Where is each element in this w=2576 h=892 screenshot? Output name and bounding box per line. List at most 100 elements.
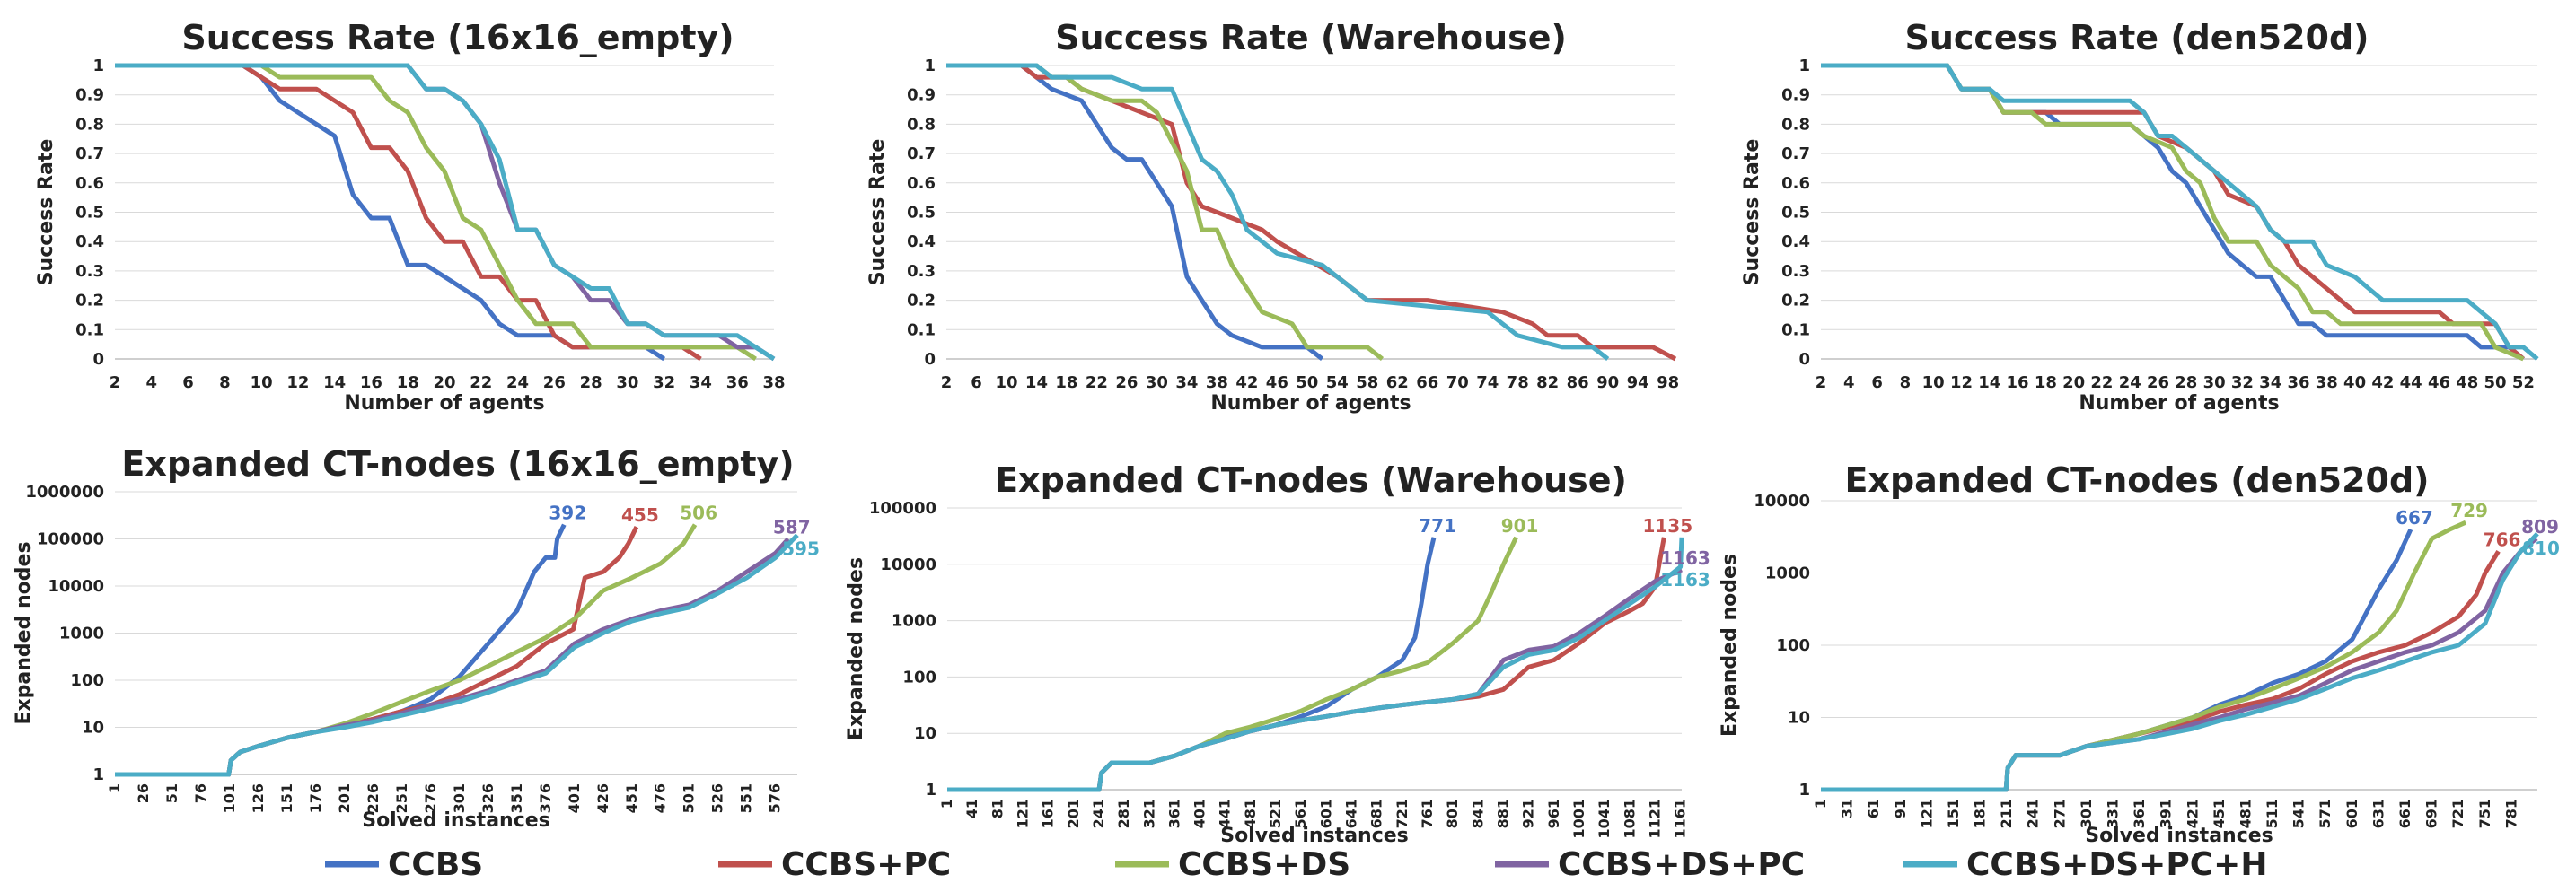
end-label: 587: [773, 517, 811, 538]
legend-label: CCBS+PC: [781, 846, 951, 883]
x-tick-label: 126: [250, 783, 267, 813]
legend-item: CCBS+DS: [1115, 846, 1350, 883]
y-tick-label: 0.4: [75, 232, 104, 251]
x-tick-label: 34: [1175, 373, 1198, 392]
legend-label: CCBS: [388, 846, 483, 883]
chart-2: Success Rate (Warehouse) 0 0.1 0.2 0.3 0.4 0.5…: [866, 18, 1679, 415]
x-tick-label: 751: [2476, 799, 2493, 828]
x-tick-label: 54: [1326, 373, 1349, 392]
chart-title: Expanded CT-nodes (16x16_empty): [121, 444, 794, 484]
legend: CCBS CCBS+PC CCBS+DS CCBS+DS+PC CCBS+DS+PC+H: [325, 846, 2267, 883]
x-tick-label: 476: [652, 783, 669, 813]
end-label: 455: [621, 504, 659, 526]
x-tick-label: 28: [2175, 373, 2197, 392]
x-tick-label: 961: [1545, 799, 1562, 828]
x-tick-label: 1081: [1621, 799, 1638, 839]
y-tick-label: 100000: [37, 530, 104, 549]
x-tick-label: 101: [221, 783, 238, 813]
y-tick-label: 0.6: [75, 174, 104, 193]
y-tick-label: 0.1: [1781, 320, 1810, 339]
x-tick-label: 42: [1235, 373, 1258, 392]
series-line-ccbs-ds-pc-h: [1821, 63, 2539, 361]
x-tick-label: 391: [2158, 799, 2175, 828]
y-tick-label: 0: [924, 350, 936, 369]
y-tick-label: 1000: [59, 625, 104, 643]
x-tick-label: 1161: [1672, 799, 1689, 839]
x-tick-label: 1001: [1570, 799, 1587, 839]
x-tick-label: 62: [1386, 373, 1409, 392]
chart-title: Expanded CT-nodes (den520d): [1844, 460, 2429, 500]
x-tick-label: 70: [1446, 373, 1469, 392]
x-tick-label: 151: [278, 783, 295, 813]
series-line-ccbs-pc: [115, 526, 639, 777]
x-tick-label: 90: [1596, 373, 1619, 392]
y-tick-label: 1: [1798, 57, 1810, 75]
x-tick-label: 401: [1191, 799, 1209, 828]
x-tick-label: 82: [1536, 373, 1559, 392]
x-tick-label: 301: [451, 783, 468, 813]
series-line-ccbs-ds-pc-h: [946, 63, 1610, 361]
y-tick-label: 100: [70, 671, 104, 690]
x-tick-label: 76: [192, 783, 209, 803]
legend-label: CCBS+DS+PC+H: [1966, 846, 2267, 883]
end-label: 1135: [1642, 515, 1692, 537]
x-tick-label: 38: [762, 373, 785, 392]
x-tick-label: 781: [2502, 799, 2519, 828]
x-tick-label: 1: [1812, 799, 1829, 809]
y-tick-label: 0.5: [907, 204, 936, 223]
end-label: 667: [2396, 507, 2433, 529]
x-tick-label: 721: [2449, 799, 2466, 828]
x-tick-label: 481: [2237, 799, 2254, 828]
y-tick-label: 0.8: [75, 115, 104, 134]
x-tick-label: 2: [1816, 373, 1827, 392]
x-tick-label: 511: [2264, 799, 2281, 828]
x-axis-label: Number of agents: [344, 392, 544, 415]
x-tick-label: 1: [106, 783, 123, 793]
y-tick-label: 1000000: [25, 483, 104, 502]
y-tick-label: 0.4: [907, 232, 936, 251]
y-tick-label: 0.4: [1781, 232, 1810, 251]
x-axis-label: Solved instances: [2085, 825, 2273, 847]
y-tick-label: 0.2: [907, 292, 936, 310]
x-tick-label: 32: [653, 373, 675, 392]
x-tick-label: 121: [1918, 799, 1935, 828]
x-tick-label: 241: [1090, 799, 1107, 828]
x-tick-label: 20: [2062, 373, 2085, 392]
x-tick-label: 12: [1950, 373, 1973, 392]
x-tick-label: 201: [1065, 799, 1082, 828]
x-axis-label: Number of agents: [1210, 392, 1411, 415]
x-tick-label: 26: [543, 373, 566, 392]
legend-item: CCBS+DS+PC: [1495, 846, 1805, 883]
end-label: 595: [782, 538, 820, 560]
x-tick-label: 36: [726, 373, 749, 392]
chart-3: Success Rate (den520d) 0 0.1 0.2 0.3 0.4 0.5 0.…: [1741, 18, 2539, 415]
x-tick-label: 251: [393, 783, 410, 813]
chart-title: Success Rate (Warehouse): [1055, 18, 1567, 57]
x-tick-label: 2: [110, 373, 121, 392]
series-line-ccbs: [946, 63, 1324, 361]
x-tick-label: 276: [422, 783, 439, 813]
end-label: 771: [1419, 515, 1456, 537]
x-tick-label: 576: [767, 783, 784, 813]
x-tick-label: 32: [2231, 373, 2254, 392]
x-tick-label: 551: [738, 783, 755, 813]
series-line-ccbs-ds-pc-h: [947, 537, 1684, 792]
y-tick-label: 0.9: [75, 86, 104, 105]
series-line-ccbs: [115, 523, 567, 777]
x-tick-label: 631: [2369, 799, 2387, 828]
legend-label: CCBS+DS+PC: [1558, 846, 1805, 883]
series-line-ccbs-ds-pc-h: [115, 533, 799, 777]
y-tick-label: 1000: [892, 612, 936, 631]
x-tick-label: 201: [336, 783, 353, 813]
y-tick-label: 0.7: [75, 144, 104, 163]
x-tick-label: 42: [2371, 373, 2394, 392]
x-tick-label: 1: [938, 799, 955, 809]
x-tick-label: 2: [941, 373, 953, 392]
x-tick-label: 22: [2090, 373, 2113, 392]
end-label: 809: [2521, 516, 2559, 538]
x-tick-label: 10: [251, 373, 273, 392]
y-tick-label: 0.5: [75, 204, 104, 223]
x-tick-label: 34: [690, 373, 712, 392]
y-axis-label: Success Rate: [1741, 139, 1763, 286]
x-axis-label: Number of agents: [2079, 392, 2279, 415]
